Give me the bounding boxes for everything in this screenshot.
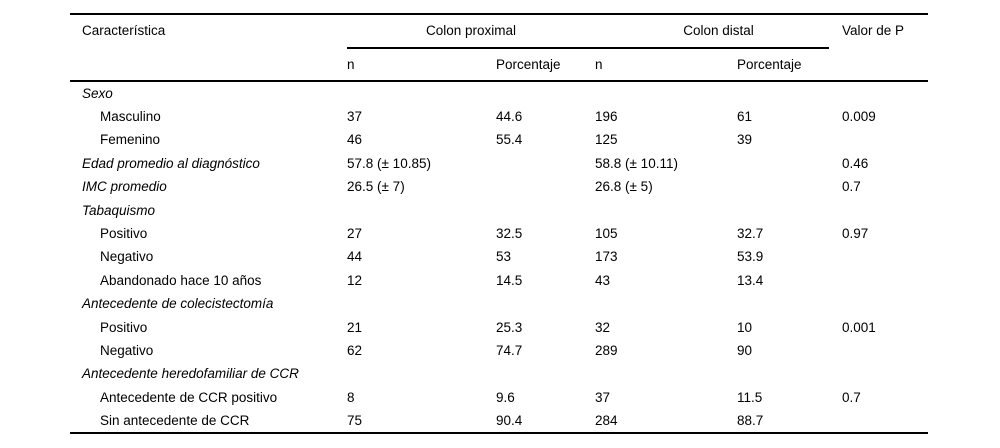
table-row: Tabaquismo: [70, 198, 928, 221]
header-n-distal: n: [595, 56, 603, 72]
table-body: Sexo Masculino 37 44.6 196 61 0.009 Feme…: [70, 82, 928, 433]
cell-p: 0.009: [842, 109, 876, 125]
cell-pct1: 74.7: [496, 342, 523, 358]
cell-pct2: 88.7: [737, 413, 764, 429]
group-header-rule: [347, 46, 829, 49]
table-row: Antecedente de CCR positivo 8 9.6 37 11.…: [70, 386, 928, 409]
cell-n2: 58.8 (± 10.11): [595, 155, 678, 171]
row-label: Femenino: [100, 132, 161, 148]
cell-pct2: 90: [737, 342, 753, 358]
cell-n2: 43: [595, 272, 611, 288]
header-porcentaje-proximal: Porcentaje: [496, 56, 561, 72]
table-bottom-rule: [70, 432, 928, 435]
cell-n1: 75: [347, 413, 363, 429]
cell-pct2: 13.4: [737, 272, 764, 288]
cell-n1: 8: [347, 389, 355, 405]
row-label: Antecedente de colecistectomía: [82, 296, 274, 312]
cell-n1: 21: [347, 319, 363, 335]
table-row: Sin antecedente de CCR 75 90.4 284 88.7: [70, 409, 928, 432]
row-label: Antecedente heredofamiliar de CCR: [82, 366, 299, 382]
cell-n2: 26.8 (± 5): [595, 179, 653, 195]
cell-pct1: 44.6: [496, 109, 523, 125]
group-header-rule-wrap: [70, 46, 928, 49]
cell-pct2: 61: [737, 109, 753, 125]
cell-pct1: 32.5: [496, 226, 523, 242]
cell-n1: 57.8 (± 10.85): [347, 155, 431, 171]
row-label: Edad promedio al diagnóstico: [82, 155, 260, 171]
row-label: Positivo: [100, 226, 148, 242]
table-row: Positivo 21 25.3 32 10 0.001: [70, 315, 928, 338]
table-row: Antecedente de colecistectomía: [70, 292, 928, 315]
row-label: IMC promedio: [82, 179, 167, 195]
row-label: Sexo: [82, 85, 113, 101]
table-row: Negativo 62 74.7 289 90: [70, 339, 928, 362]
cell-p: 0.7: [842, 179, 861, 195]
cell-pct2: 53.9: [737, 249, 764, 265]
cell-pct2: 32.7: [737, 226, 764, 242]
cell-n2: 284: [595, 413, 618, 429]
table-row: Negativo 44 53 173 53.9: [70, 245, 928, 268]
cell-n1: 62: [347, 342, 363, 358]
cell-pct1: 9.6: [496, 389, 515, 405]
row-label: Negativo: [100, 249, 154, 265]
table-row: Abandonado hace 10 años 12 14.5 43 13.4: [70, 269, 928, 292]
cell-pct1: 55.4: [496, 132, 523, 148]
header-valor-de-p: Valor de P: [842, 23, 905, 38]
table-row: Positivo 27 32.5 105 32.7 0.97: [70, 222, 928, 245]
row-label: Abandonado hace 10 años: [100, 272, 262, 288]
cell-p: 0.001: [842, 319, 876, 335]
row-label: Tabaquismo: [82, 202, 156, 218]
table-row: Femenino 46 55.4 125 39: [70, 128, 928, 151]
row-label: Masculino: [100, 109, 161, 125]
table-row: Antecedente heredofamiliar de CCR: [70, 362, 928, 385]
cell-n1: 27: [347, 226, 363, 242]
cell-pct1: 25.3: [496, 319, 523, 335]
header-porcentaje-distal: Porcentaje: [737, 56, 802, 72]
characteristics-table: Característica Colon proximal Colon dist…: [70, 13, 928, 435]
cell-pct1: 14.5: [496, 272, 523, 288]
header-group-colon-distal: Colon distal: [683, 23, 754, 38]
table-top-rule: [70, 13, 928, 15]
cell-p: 0.97: [842, 226, 869, 242]
cell-pct2: 11.5: [737, 389, 763, 405]
cell-n2: 173: [595, 249, 618, 265]
cell-n2: 32: [595, 319, 611, 335]
cell-n2: 196: [595, 109, 618, 125]
cell-pct1: 90.4: [496, 413, 523, 429]
row-label: Positivo: [100, 319, 148, 335]
cell-n1: 44: [347, 249, 363, 265]
table-row: Masculino 37 44.6 196 61 0.009: [70, 105, 928, 128]
cell-n1: 37: [347, 109, 363, 125]
table-row: Edad promedio al diagnóstico 57.8 (± 10.…: [70, 152, 928, 175]
table-header-subcolumns: n Porcentaje n Porcentaje: [70, 49, 928, 80]
cell-n2: 289: [595, 342, 618, 358]
cell-n1: 12: [347, 272, 363, 288]
header-caracteristica: Característica: [82, 23, 166, 38]
row-label: Antecedente de CCR positivo: [100, 389, 278, 405]
cell-p: 0.46: [842, 155, 869, 171]
row-label: Negativo: [100, 342, 154, 358]
table-header-groups: Característica Colon proximal Colon dist…: [70, 15, 928, 47]
cell-pct1: 53: [496, 249, 512, 265]
row-label: Sin antecedente de CCR: [100, 413, 250, 429]
cell-n1: 26.5 (± 7): [347, 179, 405, 195]
header-n-proximal: n: [347, 56, 355, 72]
header-bottom-rule: [70, 79, 928, 82]
cell-pct2: 39: [737, 132, 753, 148]
cell-n2: 105: [595, 226, 618, 242]
cell-n2: 37: [595, 389, 611, 405]
cell-pct2: 10: [737, 319, 753, 335]
cell-p: 0.7: [842, 389, 861, 405]
cell-n1: 46: [347, 132, 363, 148]
table-row: Sexo: [70, 82, 928, 105]
table-row: IMC promedio 26.5 (± 7) 26.8 (± 5) 0.7: [70, 175, 928, 198]
cell-n2: 125: [595, 132, 618, 148]
header-group-colon-proximal: Colon proximal: [425, 23, 517, 38]
